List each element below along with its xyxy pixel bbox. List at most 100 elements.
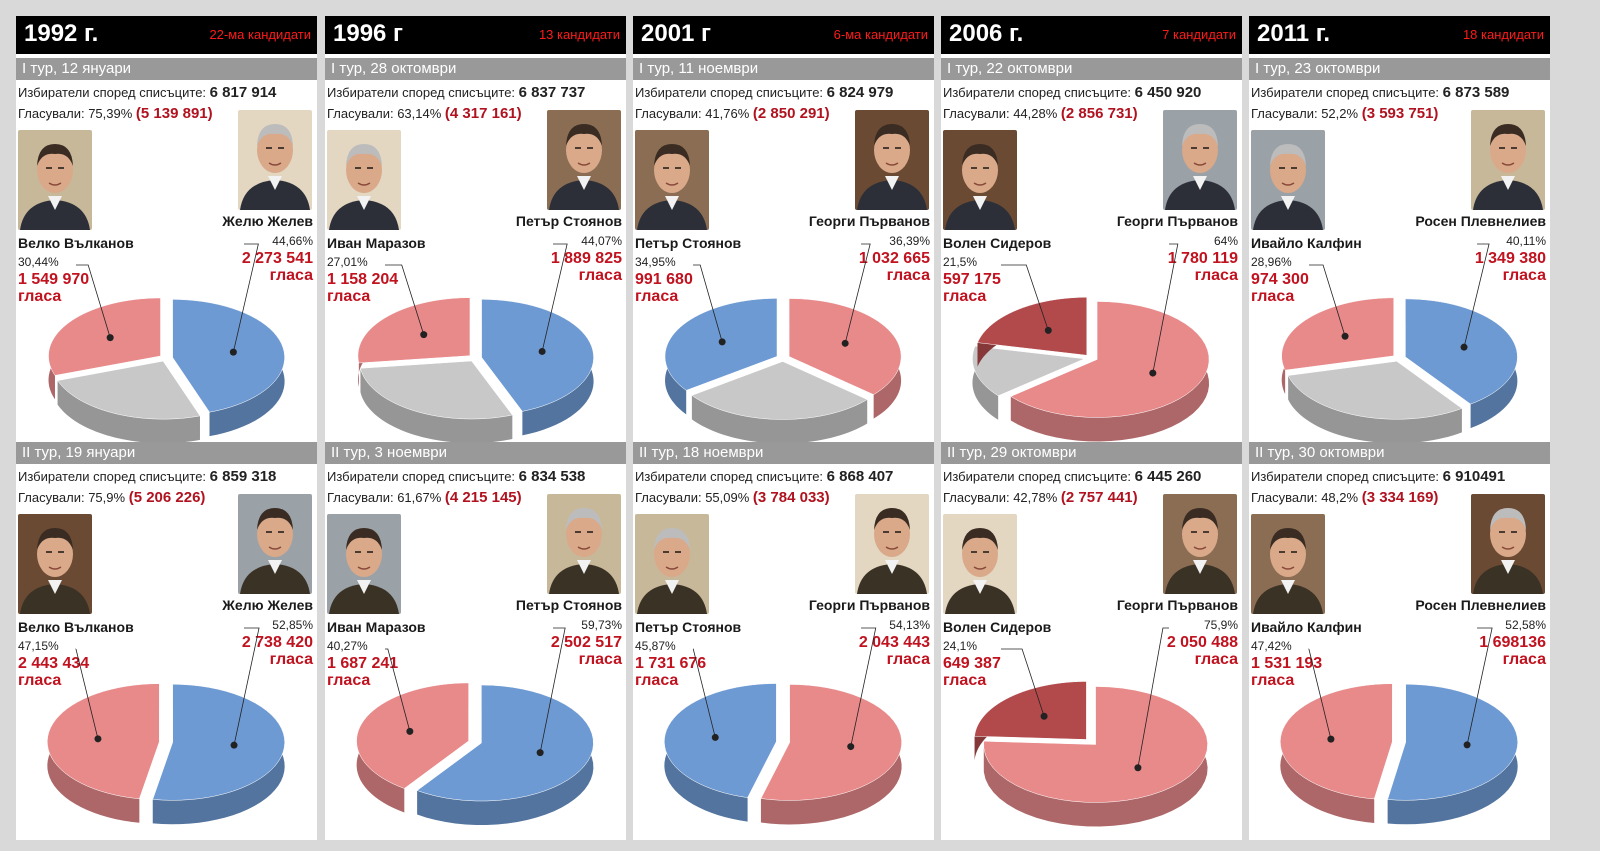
turnout-line: Гласували: 75,39% (5 139 891) [18,105,213,122]
right-candidate-pct: 54,13% [889,618,930,632]
round-header: I тур, 28 октомври [325,58,626,80]
left-leader-line [385,648,411,732]
left-candidate-name: Петър Стоянов [635,235,742,251]
left-votes-unit: гласа [943,288,987,305]
year-title: 2006 г. [949,20,1024,47]
left-candidate-photo [943,130,1017,230]
right-votes-unit: гласа [269,651,313,668]
left-candidate-votes: 1 731 676 гласа [635,655,706,689]
right-candidate-votes: 1 780 119 гласа [1168,250,1238,284]
left-candidate-votes: 1 549 970 гласа [18,271,89,305]
left-candidate-photo [18,514,92,614]
left-leader-line [1308,648,1332,740]
left-candidate-photo [1251,130,1325,230]
right-candidate-name: Желю Желев [222,213,313,229]
pie-slice-1 [972,345,1086,397]
left-candidate-pct: 27,01% [327,255,368,269]
voters-count: 6 873 589 [1442,84,1510,101]
turnout-line: Гласували: 61,67% (4 215 145) [327,489,522,506]
voters-count: 6 445 260 [1134,468,1202,485]
turnout-line: Гласували: 63,14% (4 317 161) [327,105,522,122]
left-candidate-name: Иван Маразов [327,235,426,251]
right-votes-num: 1 349 380 [1474,250,1546,267]
right-candidate-votes: 1 889 825 гласа [551,250,622,284]
right-candidate-votes: 2 050 488 гласа [1167,634,1238,668]
pie-chart [664,627,902,825]
left-candidate-votes: 2 443 434 гласа [18,655,89,689]
pie-slice-2 [1281,297,1394,371]
voters-line: Избиратели според списъците: 6 824 979 [635,84,893,101]
left-candidate-photo [18,130,92,230]
round-label: I тур, 23 октомври [1255,60,1381,77]
round-2: II тур, 18 ноември Избиратели според спис… [633,442,934,834]
left-votes-unit: гласа [18,672,62,689]
pie-slice-1 [360,360,513,420]
round-2: II тур, 3 ноември Избиратели според списъ… [325,442,626,834]
right-votes-unit: гласа [1502,267,1546,284]
voters-line: Избиратели според списъците: 6 450 920 [943,84,1201,101]
left-candidate-votes: 1 531 193 гласа [1251,655,1322,689]
voters-count: 6 868 407 [826,468,894,485]
turnout-line: Гласували: 75,9% (5 206 226) [18,489,205,506]
right-votes-unit: гласа [1194,651,1238,668]
round-header: II тур, 18 ноември [633,442,934,464]
left-votes-num: 597 175 [943,271,1001,288]
left-candidate-photo [327,130,401,230]
pie-slice-0 [172,299,285,413]
pie-slice-2 [357,297,471,364]
turnout-prefix: Гласували: [1251,490,1318,505]
left-candidate-votes: 1 687 241 гласа [327,655,398,689]
right-leader-line [1137,627,1169,768]
left-votes-num: 2 443 434 [18,655,90,672]
right-leader-dot [538,347,546,355]
turnout-votes: (3 784 033) [752,489,830,506]
turnout-votes: (5 206 226) [128,489,206,506]
right-candidate-votes: 2 043 443 гласа [859,634,930,668]
left-votes-num: 1 687 241 [327,655,399,672]
pie-slice-side-0 [1010,301,1210,442]
right-leader-line [232,243,259,353]
turnout-prefix: Гласували: [635,490,702,505]
round-header: I тур, 22 октомври [941,58,1242,80]
left-candidate-photo [327,514,401,614]
round-2: II тур, 29 октомври Избиратели според спи… [941,442,1242,834]
round-2: II тур, 19 януари Избиратели според списъ… [16,442,317,834]
left-leader-dot [1341,332,1349,340]
voters-line: Избиратели според списъците: 6 859 318 [18,468,276,485]
voters-prefix: Избиратели според списъците: [943,469,1132,484]
right-candidate-name: Георги Първанов [1116,213,1238,229]
right-candidate-pct: 52,85% [272,618,313,632]
left-votes-unit: гласа [327,672,371,689]
right-candidate-name: Георги Първанов [808,597,930,613]
candidates-count: 13 кандидати [538,27,620,42]
voters-line: Избиратели според списъците: 6 834 538 [327,468,585,485]
left-candidate-photo [635,130,709,230]
turnout-prefix: Гласували: [327,106,394,121]
turnout-pct: 44,28% [1013,106,1058,121]
turnout-votes: (2 757 441) [1060,489,1138,506]
year-bar: 1992 г. 22-ма кандидати [16,16,317,54]
left-candidate-votes: 991 680 гласа [635,271,693,305]
pie-slice-0 [152,684,285,801]
pie-chart [974,627,1208,827]
column-2: 1996 г 13 кандидати I тур, 28 октомври Изби… [325,16,626,840]
pie-chart [1280,627,1518,825]
right-votes-num: 2 050 488 [1166,634,1238,651]
left-candidate-pct: 40,27% [327,639,368,653]
turnout-pct: 61,67% [397,490,442,505]
left-leader-line [75,648,99,739]
right-votes-unit: гласа [578,267,622,284]
voters-line: Избиратели според списъците: 6 837 737 [327,84,585,101]
right-votes-num: 1 780 119 [1167,250,1238,267]
voters-line: Избиратели според списъците: 6 873 589 [1251,84,1509,101]
round-label: II тур, 29 октомври [947,444,1077,461]
pie-slice-0 [1387,684,1518,801]
candidates-count: 7 кандидати [1162,27,1236,42]
turnout-prefix: Гласували: [635,106,702,121]
left-votes-unit: гласа [635,288,679,305]
pie-slice-1 [974,681,1087,740]
turnout-prefix: Гласували: [943,490,1010,505]
left-leader-dot [1044,326,1052,334]
turnout-line: Гласували: 48,2% (3 334 169) [1251,489,1438,506]
round-1: I тур, 28 октомври Избиратели според спис… [325,58,626,450]
